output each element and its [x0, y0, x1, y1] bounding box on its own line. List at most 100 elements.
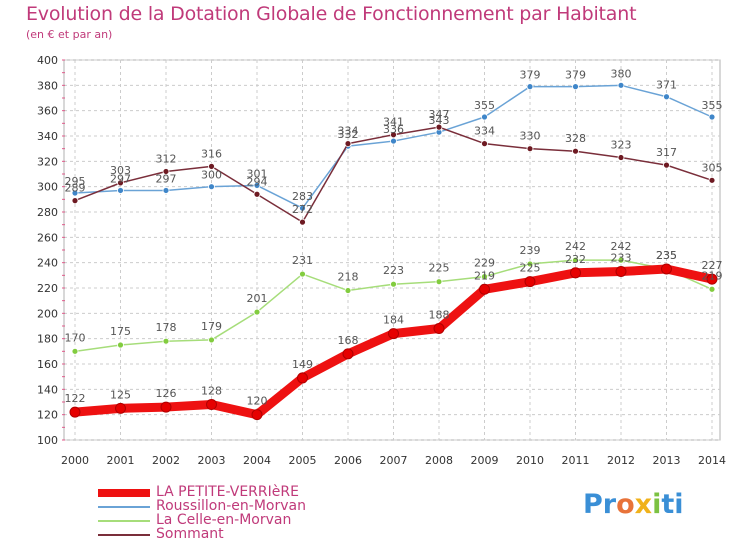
data-label: 242	[565, 240, 586, 253]
data-point-0	[433, 323, 445, 335]
y-tick-label: 280	[37, 206, 58, 219]
data-label: 170	[65, 331, 86, 344]
data-label: 272	[292, 203, 313, 216]
y-tick-label: 400	[37, 54, 58, 67]
x-tick-label: 2012	[607, 454, 635, 467]
data-point-2	[708, 285, 716, 293]
y-tick-label: 160	[37, 358, 58, 371]
data-label: 330	[520, 130, 541, 143]
data-point-1	[208, 183, 215, 191]
data-point-3	[299, 218, 306, 226]
data-point-3	[390, 131, 397, 139]
data-label: 316	[201, 147, 222, 160]
data-label: 227	[702, 259, 723, 272]
data-point-1	[663, 93, 670, 101]
data-label: 347	[429, 108, 450, 121]
y-tick-label: 140	[37, 383, 58, 396]
data-label: 128	[201, 385, 222, 398]
data-point-0	[615, 266, 627, 278]
data-label: 297	[110, 172, 131, 185]
data-point-0	[661, 263, 672, 275]
x-tick-label: 2004	[243, 454, 271, 467]
data-point-0	[297, 372, 308, 384]
data-label: 225	[429, 262, 450, 275]
chart-subtitle: (en € et par an)	[26, 28, 113, 41]
data-label: 239	[520, 244, 541, 257]
data-label: 305	[702, 161, 723, 174]
data-point-3	[344, 140, 352, 148]
data-point-3	[253, 190, 261, 198]
proxiti-logo: Proxiti	[583, 489, 684, 520]
data-point-3	[162, 168, 170, 175]
data-label: 336	[383, 123, 404, 136]
data-point-3	[71, 197, 79, 205]
data-point-2	[299, 270, 306, 278]
data-point-3	[526, 145, 534, 153]
x-tick-label: 2003	[198, 454, 226, 467]
data-point-2	[435, 278, 443, 286]
data-label: 229	[474, 257, 495, 270]
data-label: 355	[702, 99, 723, 112]
data-point-3	[708, 176, 716, 184]
data-point-0	[706, 273, 718, 285]
x-tick-label: 2010	[516, 454, 544, 467]
y-tick-label: 320	[37, 155, 58, 168]
y-tick-label: 220	[37, 282, 58, 295]
data-point-1	[253, 181, 261, 189]
data-label: 341	[383, 116, 404, 129]
x-tick-label: 2002	[152, 454, 180, 467]
legend-label-sommant: Sommant	[156, 526, 224, 542]
legend-swatch-la-celle-en-morvan	[98, 520, 150, 522]
y-tick-label: 120	[37, 409, 58, 422]
y-tick-label: 240	[37, 257, 58, 270]
y-tick-label: 380	[37, 79, 58, 92]
legend-label-la-celle-en-morvan: La Celle-en-Morvan	[156, 512, 292, 528]
y-tick-label: 100	[37, 434, 58, 447]
y-tick-label: 200	[37, 307, 58, 320]
data-point-0	[570, 267, 581, 279]
x-tick-label: 2011	[562, 454, 590, 467]
data-label: 201	[247, 292, 268, 305]
data-label: 235	[656, 249, 677, 262]
data-label: 235	[656, 249, 677, 262]
data-point-2	[208, 336, 215, 344]
data-label: 149	[292, 358, 313, 371]
x-tick-label: 2005	[289, 454, 317, 467]
data-label: 168	[338, 334, 359, 347]
data-label: 328	[565, 132, 586, 145]
data-label: 178	[156, 321, 177, 334]
legend-label-la-petite-verriere: LA PETITE-VERRIèRE	[156, 484, 299, 500]
data-point-1	[390, 137, 397, 145]
legend-label-roussillon-en-morvan: Roussillon-en-Morvan	[156, 498, 306, 514]
data-point-1	[617, 81, 625, 89]
data-label: 343	[429, 114, 450, 127]
data-point-1	[162, 187, 170, 194]
data-point-0	[479, 283, 490, 295]
data-label: 295	[65, 175, 86, 188]
data-point-0	[160, 401, 172, 413]
legend-swatch-la-petite-verriere	[98, 489, 150, 497]
x-tick-label: 2008	[425, 454, 453, 467]
data-label: 297	[156, 172, 177, 185]
data-label: 323	[611, 139, 632, 152]
data-label: 231	[292, 254, 313, 267]
x-tick-label: 2007	[380, 454, 408, 467]
data-point-2	[253, 308, 261, 316]
x-tick-label: 2001	[107, 454, 135, 467]
y-tick-label: 260	[37, 231, 58, 244]
data-label: 232	[565, 253, 586, 266]
data-label: 223	[383, 264, 404, 277]
data-point-0	[342, 348, 354, 360]
data-label: 371	[656, 79, 677, 92]
x-tick-label: 2013	[653, 454, 681, 467]
data-point-0	[115, 402, 126, 414]
data-label: 334	[338, 125, 359, 138]
data-point-1	[481, 113, 488, 121]
data-point-2	[162, 337, 170, 345]
data-label: 218	[338, 271, 359, 284]
x-tick-label: 2009	[471, 454, 499, 467]
data-label: 332	[338, 128, 359, 141]
data-label: 334	[474, 125, 495, 138]
